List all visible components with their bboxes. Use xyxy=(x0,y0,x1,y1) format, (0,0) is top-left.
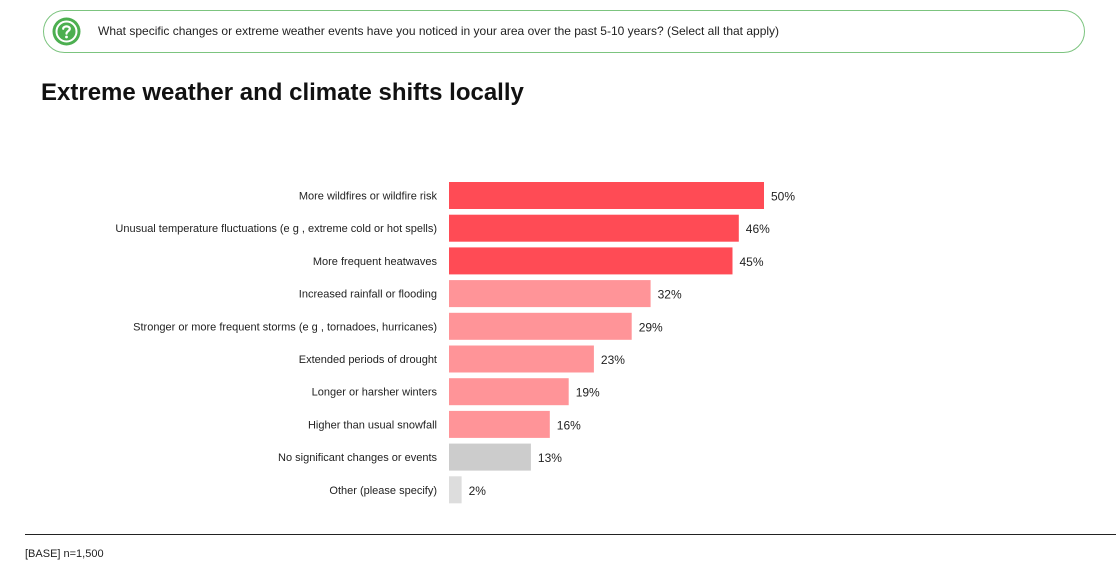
category-label: Stronger or more frequent storms (e g , … xyxy=(133,321,437,333)
value-label: 29% xyxy=(639,320,663,334)
category-label: More wildfires or wildfire risk xyxy=(299,191,438,203)
category-label: No significant changes or events xyxy=(278,452,437,464)
value-label: 16% xyxy=(557,418,581,432)
base-note: [BASE] n=1,500 xyxy=(25,548,104,560)
value-label: 23% xyxy=(601,353,625,367)
bar xyxy=(449,312,632,340)
category-label: Unusual temperature fluctuations (e g , … xyxy=(115,223,437,235)
value-label: 13% xyxy=(538,451,562,465)
value-label: 19% xyxy=(576,386,600,400)
bar xyxy=(449,410,550,438)
bar xyxy=(449,247,733,275)
value-label: 45% xyxy=(740,255,764,269)
bar xyxy=(449,443,531,471)
value-label: 32% xyxy=(658,288,682,302)
question-text: What specific changes or extreme weather… xyxy=(98,24,780,38)
category-label: Higher than usual snowfall xyxy=(308,419,437,431)
question-box: What specific changes or extreme weather… xyxy=(43,10,1085,53)
category-label: Extended periods of drought xyxy=(299,354,437,366)
bar xyxy=(449,378,569,406)
bar xyxy=(449,280,651,308)
bar xyxy=(449,214,739,242)
bar xyxy=(449,476,462,504)
page-title: Extreme weather and climate shifts local… xyxy=(41,79,524,106)
bar xyxy=(449,182,764,209)
category-label: Longer or harsher winters xyxy=(312,387,438,399)
bar-chart: More wildfires or wildfire risk 50% Unusua… xyxy=(115,182,795,504)
value-label: 50% xyxy=(771,190,795,204)
category-label: Increased rainfall or flooding xyxy=(299,289,437,301)
question-circle-icon xyxy=(52,17,81,46)
value-label: 46% xyxy=(746,222,770,236)
footer-divider xyxy=(25,534,1116,535)
value-label: 2% xyxy=(469,484,487,498)
bar xyxy=(449,345,594,373)
category-label: Other (please specify) xyxy=(329,485,437,497)
category-label: More frequent heatwaves xyxy=(313,256,438,268)
